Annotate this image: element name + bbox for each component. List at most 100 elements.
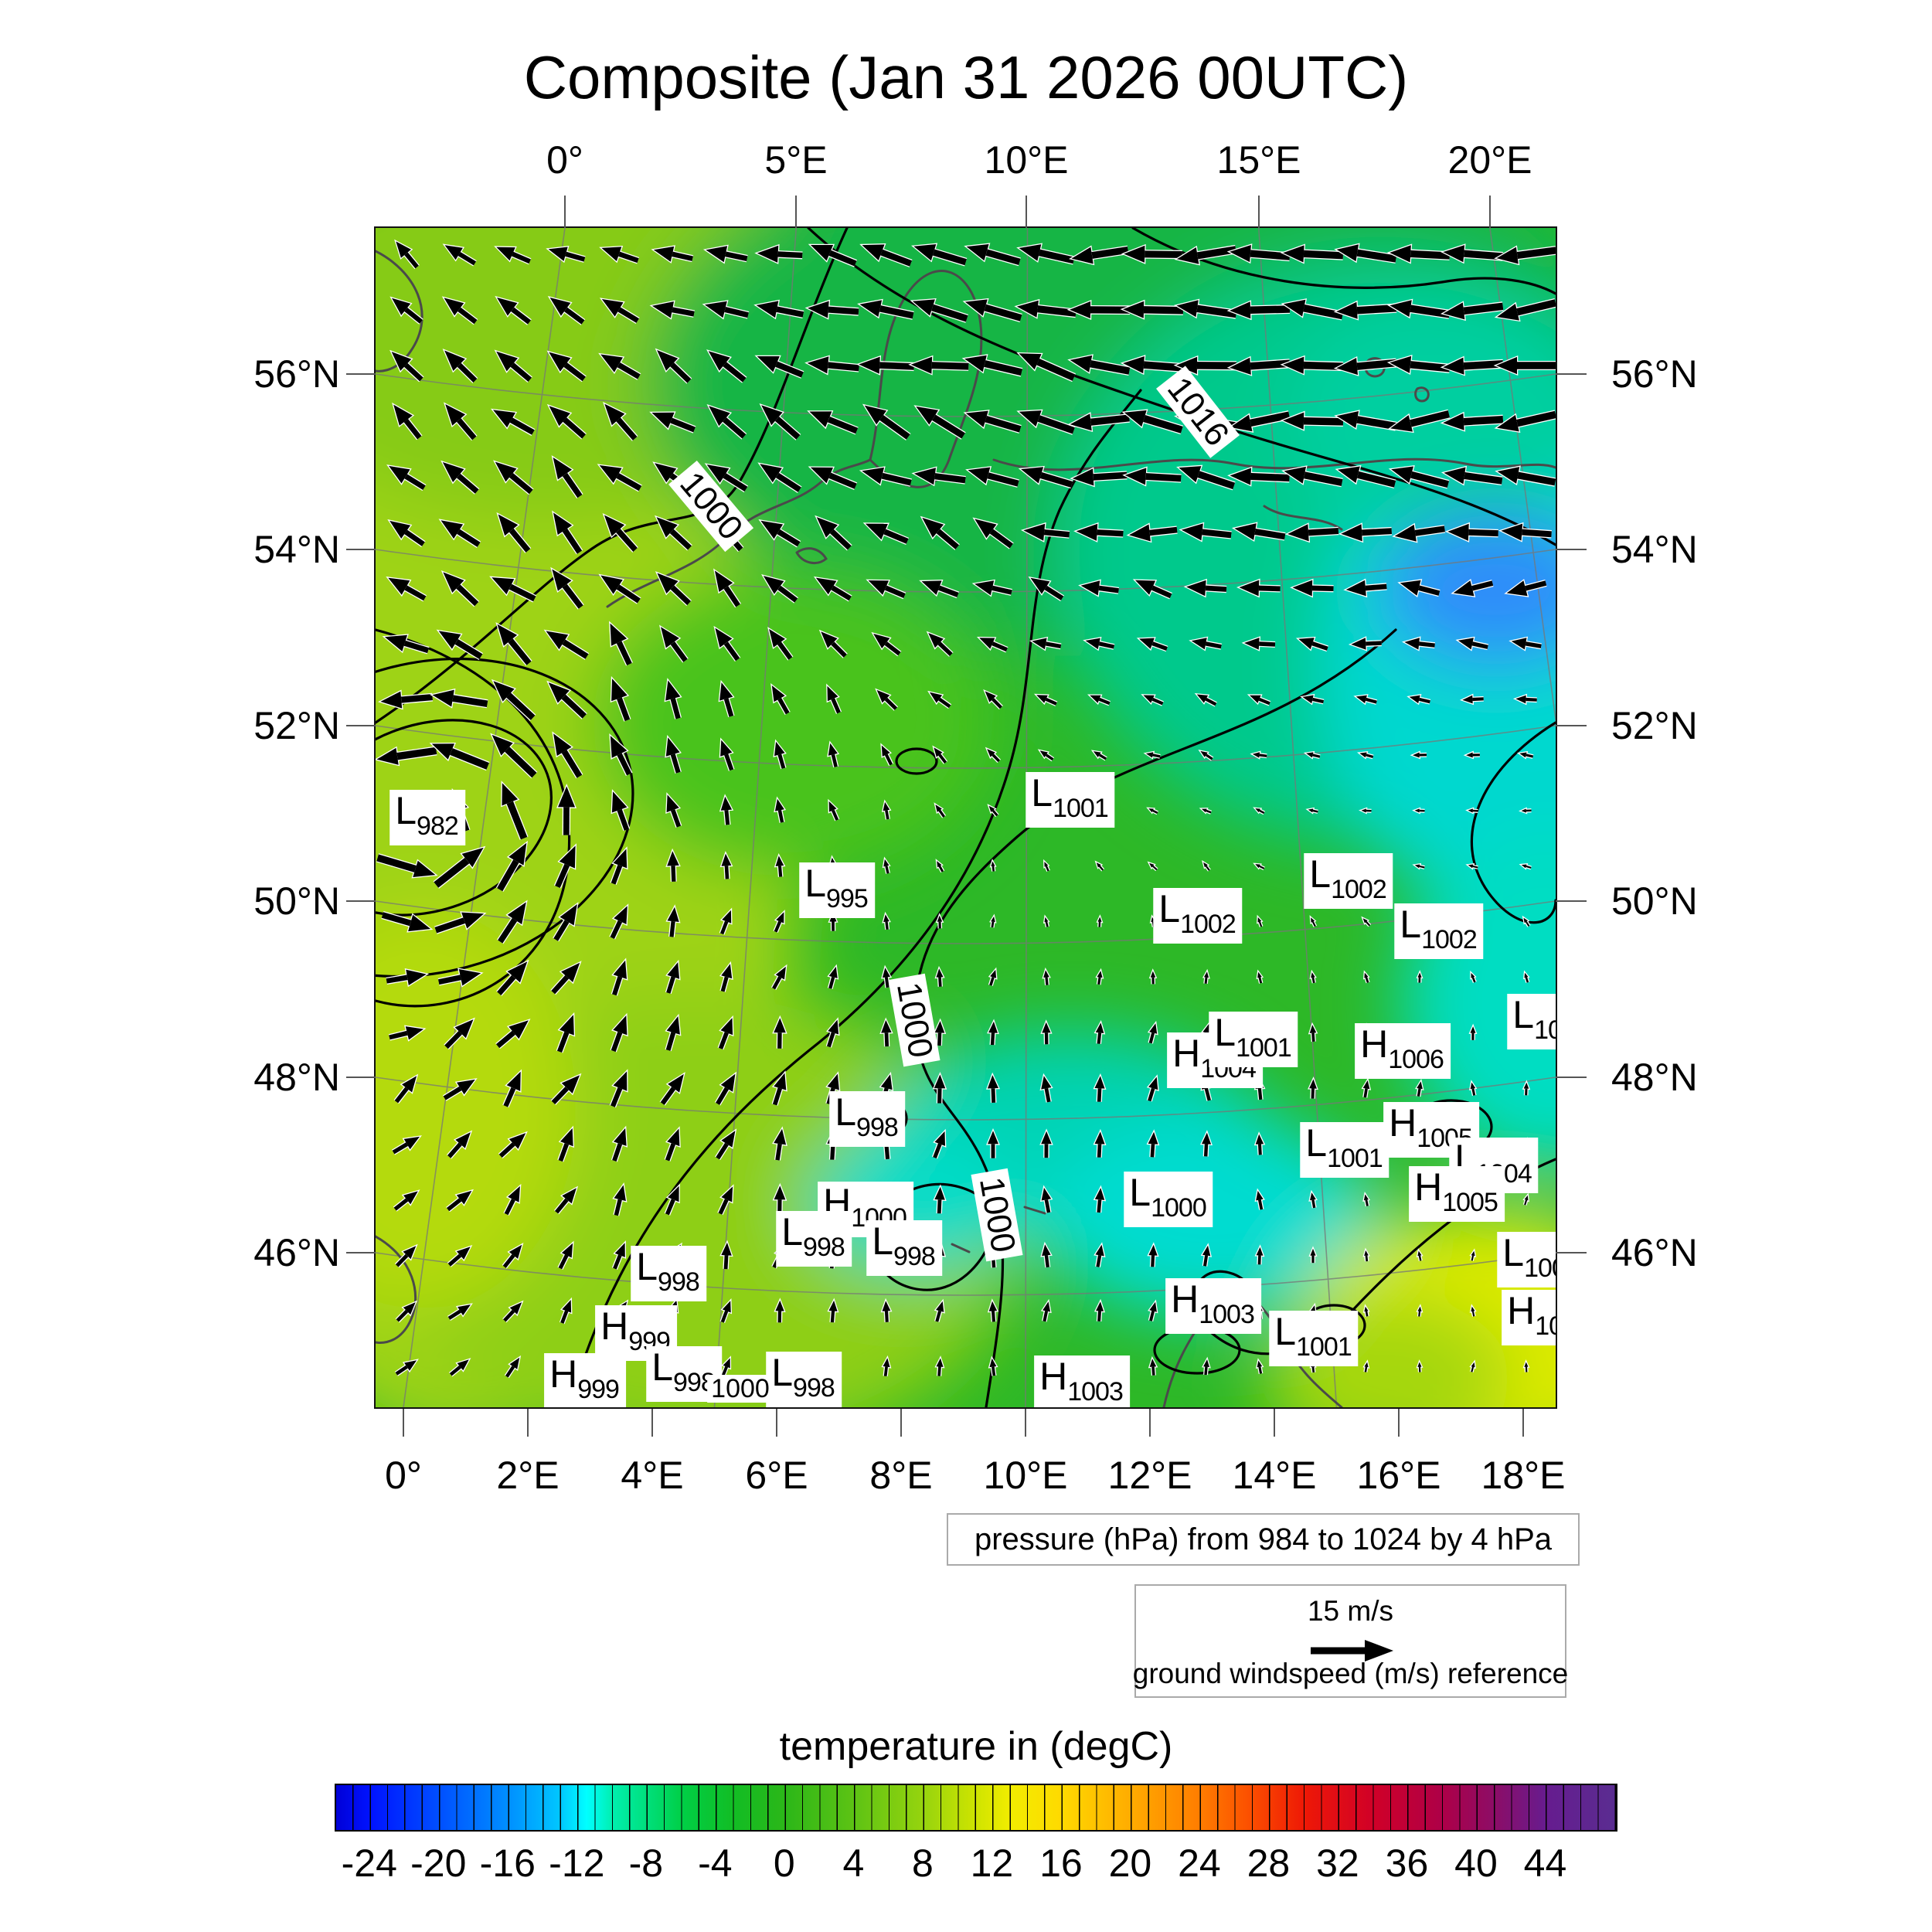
wind-arrow (1416, 970, 1423, 983)
wind-arrow (910, 298, 968, 323)
pressure-center-value: 1004 (1534, 1015, 1556, 1045)
pressure-center-letter: L (771, 1351, 794, 1394)
wind-arrow (1067, 354, 1131, 376)
wind-arrow (1362, 970, 1370, 984)
wind-arrow (754, 243, 803, 264)
wind-arrow (1416, 1359, 1423, 1372)
wind-arrow (546, 245, 586, 264)
wind-arrow (1280, 355, 1344, 376)
pressure-center-L1000: L1000 (1124, 1172, 1213, 1227)
wind-arrow (1257, 914, 1264, 927)
wind-arrow (610, 846, 628, 886)
graticule-meridian (1257, 228, 1338, 1407)
wind-arrow (381, 910, 434, 933)
wind-arrow (386, 968, 430, 988)
wind-arrow (1202, 1356, 1211, 1376)
axis-label-right-50°N: 50°N (1611, 879, 1698, 923)
wind-arrow (430, 688, 488, 709)
wind-arrow (503, 1183, 522, 1216)
pressure-center-L1002: L1002 (1304, 853, 1393, 909)
wind-arrow (1522, 1080, 1531, 1096)
wind-arrow (494, 349, 532, 383)
wind-arrow (448, 1358, 471, 1377)
pressure-center-letter: H (1039, 1355, 1068, 1398)
axis-tick-bottom (1149, 1409, 1151, 1437)
wind-arrow (557, 1125, 574, 1162)
wind-arrow (394, 1243, 418, 1268)
axis-tick-left (346, 725, 376, 726)
wind-arrow (664, 678, 682, 719)
pressure-center-value: 998 (856, 1113, 899, 1142)
pressure-center-letter: L (1512, 993, 1535, 1036)
axis-label-top-15°E: 15°E (1216, 138, 1301, 182)
pressure-center-letter: H (1507, 1289, 1536, 1332)
wind-arrow (1469, 1359, 1477, 1372)
wind-arrow (1509, 636, 1542, 651)
wind-arrow (550, 1073, 582, 1105)
wind-arrow (659, 1072, 685, 1106)
wind-arrow (1136, 637, 1168, 652)
colorbar-tick-12: 12 (970, 1842, 1014, 1885)
axis-tick-left (346, 900, 376, 902)
wind-arrow (704, 463, 749, 493)
wind-arrow (1455, 636, 1489, 651)
axis-tick-right (1556, 1252, 1587, 1253)
wind-arrow (774, 852, 786, 877)
wind-arrow (498, 1131, 528, 1159)
wind-reference-caption: ground windspeed (m/s) reference (1132, 1658, 1569, 1689)
colorbar-title: temperature in (degC) (779, 1724, 1173, 1769)
pressure-contour (376, 657, 634, 978)
wind-arrow (1470, 970, 1477, 983)
wind-arrow (447, 1244, 473, 1267)
wind-arrow (828, 798, 840, 821)
wind-arrow (611, 1240, 627, 1270)
colorbar (335, 1784, 1617, 1832)
pressure-center-value: 1000 (1151, 1193, 1207, 1223)
axis-label-left-48°N: 48°N (253, 1056, 340, 1099)
pressure-center-letter: L (1274, 1310, 1297, 1353)
wind-arrow (1083, 636, 1115, 651)
wind-arrow (1179, 522, 1232, 543)
wind-arrow (553, 843, 577, 889)
wind-arrow (649, 411, 696, 434)
wind-arrow (440, 570, 480, 607)
wind-arrow (546, 403, 587, 440)
pressure-center-L998: L998 (631, 1246, 706, 1301)
pressure-contour (376, 228, 849, 724)
wind-arrow (827, 1298, 839, 1323)
wind-arrow (1256, 969, 1264, 984)
wind-arrow (1308, 1076, 1318, 1099)
wind-arrow (1401, 636, 1436, 651)
wind-arrow (1028, 576, 1064, 601)
wind-arrow (935, 913, 944, 929)
wind-arrow (1254, 1188, 1265, 1210)
axis-label-bottom-4°E: 4°E (621, 1454, 684, 1497)
axis-tick-right (1556, 373, 1587, 375)
wind-arrow (612, 1182, 628, 1216)
pressure-center-letter: H (1172, 1032, 1201, 1075)
wind-arrow (389, 296, 423, 325)
wind-arrow (1290, 578, 1334, 598)
wind-reference-speed: 15 m/s (1307, 1595, 1394, 1627)
pressure-center-L998: L998 (776, 1211, 852, 1267)
wind-arrow (986, 1072, 1000, 1104)
wind-arrow (962, 298, 1022, 322)
wind-arrow (719, 1240, 733, 1270)
wind-arrow (1303, 750, 1321, 760)
wind-arrow (719, 961, 733, 992)
wind-arrow (1412, 862, 1425, 870)
axis-label-bottom-14°E: 14°E (1232, 1454, 1317, 1497)
pressure-center-letter: L (1309, 852, 1332, 896)
wind-arrow (504, 1355, 522, 1379)
wind-arrow (827, 964, 839, 990)
axis-label-top-20°E: 20°E (1447, 138, 1532, 182)
page-title: Composite (Jan 31 2026 00UTC) (523, 43, 1409, 111)
wind-arrow (1280, 410, 1344, 431)
wind-arrow (665, 792, 682, 828)
wind-arrow (926, 631, 954, 657)
axis-label-bottom-18°E: 18°E (1481, 1454, 1566, 1497)
wind-arrow (1121, 243, 1182, 264)
wind-arrow (1281, 465, 1343, 488)
wind-arrow (719, 794, 734, 825)
